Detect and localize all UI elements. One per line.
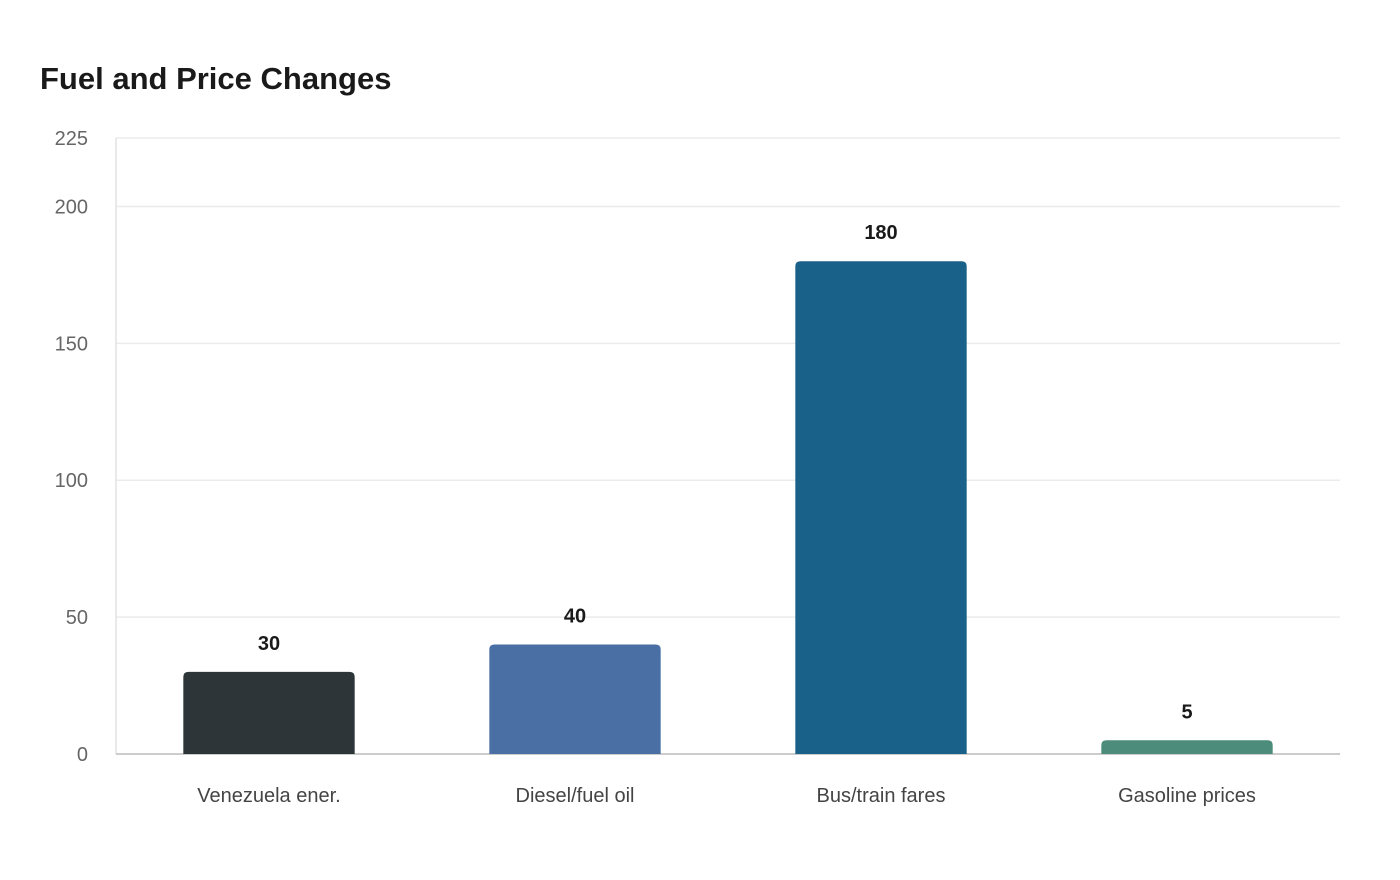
- bar-value-label: 180: [864, 222, 897, 244]
- axes: [115, 138, 1340, 755]
- y-tick-label: 100: [55, 470, 88, 492]
- bar: [1101, 740, 1273, 754]
- labels: 0 50 100 150 200 225 30 Venezuela ener. 40 Diesel…: [55, 128, 1256, 807]
- y-tick-label: 50: [66, 607, 88, 629]
- bar: [795, 261, 967, 754]
- x-tick-label: Diesel/fuel oil: [516, 785, 635, 807]
- y-tick-label: 200: [55, 196, 88, 218]
- bar-value-label: 40: [564, 605, 586, 627]
- gridlines: [116, 137, 1340, 618]
- bar-value-label: 30: [258, 633, 280, 655]
- x-tick-label: Venezuela ener.: [197, 785, 340, 807]
- x-tick-label: Bus/train fares: [817, 785, 946, 807]
- bar-value-label: 5: [1181, 701, 1192, 723]
- bar: [183, 671, 355, 754]
- chart-title: Fuel and Price Changes: [40, 61, 392, 96]
- bars: [183, 261, 1273, 754]
- y-tick-label: 225: [55, 128, 88, 150]
- y-tick-label: 150: [55, 333, 88, 355]
- y-tick-label: 0: [77, 744, 88, 766]
- x-tick-label: Gasoline prices: [1118, 785, 1256, 807]
- bar: [489, 644, 661, 754]
